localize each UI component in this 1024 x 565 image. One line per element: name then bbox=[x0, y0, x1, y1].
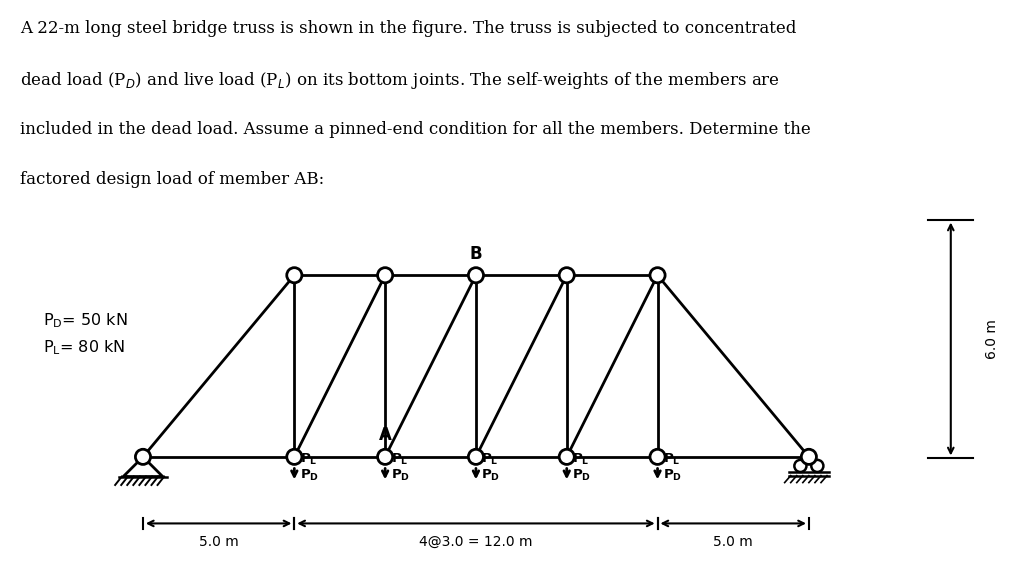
Circle shape bbox=[135, 449, 151, 464]
Text: P$_\mathregular{L}$= 80 kN: P$_\mathregular{L}$= 80 kN bbox=[43, 338, 125, 357]
Circle shape bbox=[559, 268, 574, 283]
Text: P$_\mathregular{D}$: P$_\mathregular{D}$ bbox=[300, 468, 318, 483]
Text: 6.0 m: 6.0 m bbox=[985, 319, 999, 359]
Text: 5.0 m: 5.0 m bbox=[199, 535, 239, 549]
Text: B: B bbox=[470, 245, 482, 263]
Text: A: A bbox=[379, 426, 391, 444]
Circle shape bbox=[559, 449, 574, 464]
Circle shape bbox=[468, 268, 483, 283]
Text: P$_\mathregular{L}$: P$_\mathregular{L}$ bbox=[390, 453, 408, 467]
Circle shape bbox=[378, 449, 392, 464]
Circle shape bbox=[650, 449, 666, 464]
Text: P$_\mathregular{D}$= 50 kN: P$_\mathregular{D}$= 50 kN bbox=[43, 311, 128, 330]
Circle shape bbox=[650, 268, 666, 283]
Circle shape bbox=[378, 268, 392, 283]
Text: 5.0 m: 5.0 m bbox=[714, 535, 753, 549]
Text: P$_\mathregular{D}$: P$_\mathregular{D}$ bbox=[663, 468, 682, 483]
Text: P$_\mathregular{D}$: P$_\mathregular{D}$ bbox=[481, 468, 501, 483]
Text: dead load (P$_{D}$) and live load (P$_{L}$) on its bottom joints. The self-weigh: dead load (P$_{D}$) and live load (P$_{L… bbox=[20, 70, 780, 92]
Circle shape bbox=[287, 449, 302, 464]
Text: P$_\mathregular{D}$: P$_\mathregular{D}$ bbox=[390, 468, 410, 483]
Circle shape bbox=[802, 449, 816, 464]
Text: P$_\mathregular{L}$: P$_\mathregular{L}$ bbox=[481, 453, 499, 467]
Circle shape bbox=[795, 460, 807, 472]
Circle shape bbox=[287, 268, 302, 283]
Circle shape bbox=[811, 460, 823, 472]
Text: P$_\mathregular{L}$: P$_\mathregular{L}$ bbox=[300, 453, 317, 467]
Text: P$_\mathregular{D}$: P$_\mathregular{D}$ bbox=[572, 468, 591, 483]
Text: 4@3.0 = 12.0 m: 4@3.0 = 12.0 m bbox=[419, 535, 532, 549]
Text: included in the dead load. Assume a pinned-end condition for all the members. De: included in the dead load. Assume a pinn… bbox=[20, 121, 811, 138]
Text: A 22-m long steel bridge truss is shown in the figure. The truss is subjected to: A 22-m long steel bridge truss is shown … bbox=[20, 20, 797, 37]
Text: factored design load of member AB:: factored design load of member AB: bbox=[20, 171, 325, 188]
Text: P$_\mathregular{L}$: P$_\mathregular{L}$ bbox=[663, 453, 680, 467]
Circle shape bbox=[468, 449, 483, 464]
Text: P$_\mathregular{L}$: P$_\mathregular{L}$ bbox=[572, 453, 590, 467]
